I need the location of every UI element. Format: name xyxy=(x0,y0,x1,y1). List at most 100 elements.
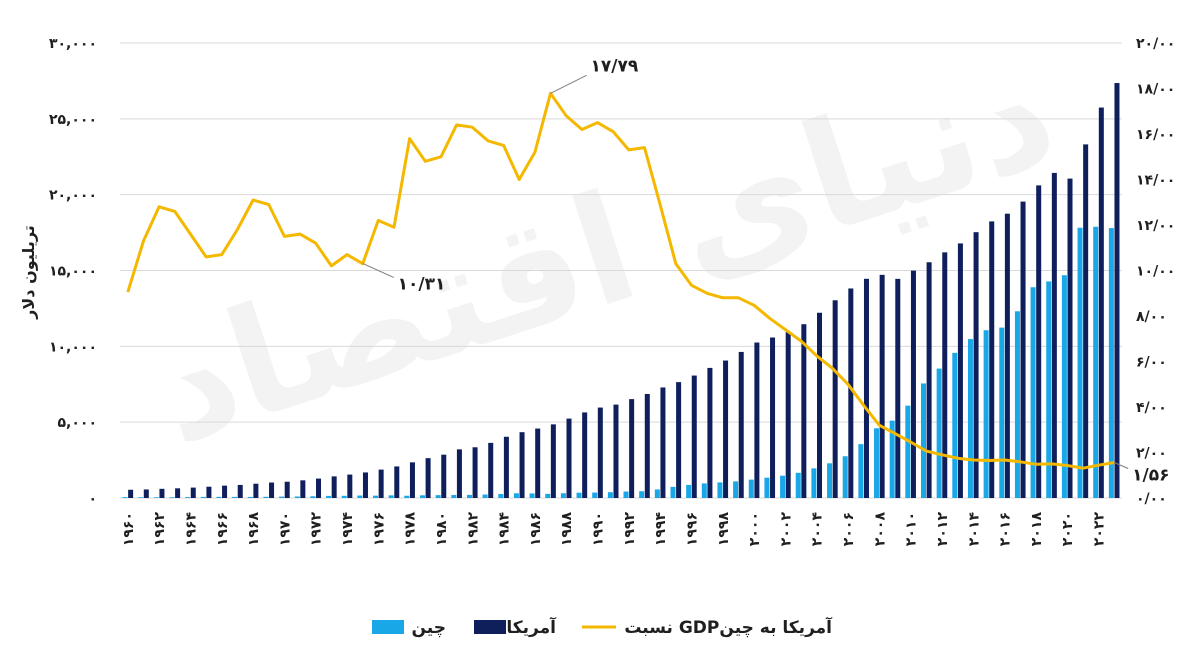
bar-china xyxy=(357,495,363,498)
bar-usa xyxy=(190,487,196,498)
bar-china xyxy=(294,496,300,498)
bar-usa xyxy=(832,300,838,498)
bar-china xyxy=(545,493,551,498)
bar-usa xyxy=(441,454,447,498)
right-tick-label: ۲۰/۰۰ xyxy=(1136,36,1175,52)
bar-china xyxy=(733,481,739,498)
bar-china xyxy=(607,492,613,498)
x-tick-label: ۱۹۷۲ xyxy=(309,512,325,547)
left-tick-label: ۳۰,۰۰۰ xyxy=(49,36,97,52)
bar-usa xyxy=(676,382,682,498)
x-tick-label: ۲۰۱۰ xyxy=(904,512,920,546)
annotation-leader xyxy=(1113,462,1129,469)
bar-usa xyxy=(1004,213,1010,498)
right-tick-label: ۴/۰۰ xyxy=(1136,400,1167,416)
bar-usa xyxy=(222,485,228,498)
bar-usa xyxy=(519,432,525,498)
bar-china xyxy=(482,494,488,498)
bar-usa xyxy=(331,476,337,498)
bar-china xyxy=(889,420,895,498)
bar-china xyxy=(592,492,598,498)
left-tick-label: ۱۵,۰۰۰ xyxy=(49,264,97,280)
bar-usa xyxy=(660,387,666,498)
bar-usa xyxy=(253,483,259,498)
left-tick-label: ۵,۰۰۰ xyxy=(58,415,98,431)
x-tick-label: ۱۹۷۴ xyxy=(340,512,356,547)
right-tick-label: ۸/۰۰ xyxy=(1136,309,1167,325)
x-tick-label: ۲۰۱۲ xyxy=(935,512,951,547)
annotation-leader xyxy=(550,74,587,94)
bar-china xyxy=(404,495,410,498)
bar-china xyxy=(952,352,958,498)
bar-china xyxy=(1046,281,1052,498)
bar-usa xyxy=(175,488,181,498)
x-tick-label: ۱۹۹۸ xyxy=(716,512,732,547)
line-series xyxy=(126,91,1115,470)
bar-usa xyxy=(957,243,963,498)
right-tick-label: ۱۰/۰۰ xyxy=(1136,264,1175,280)
x-tick-label: ۱۹۹۲ xyxy=(622,512,638,547)
bar-usa xyxy=(409,462,415,498)
left-tick-label: ۱۰,۰۰۰ xyxy=(49,339,97,355)
bar-usa xyxy=(629,399,635,498)
bar-usa xyxy=(488,442,494,498)
left-tick-label: ۲۵,۰۰۰ xyxy=(49,112,97,128)
grid-lines xyxy=(120,42,1122,499)
bar-usa xyxy=(989,221,995,499)
x-tick-label: ۱۹۸۴ xyxy=(497,512,513,547)
bar-china xyxy=(1030,287,1036,498)
bar-usa xyxy=(566,418,572,498)
x-tick-label: ۲۰۰۴ xyxy=(810,512,826,547)
bar-china xyxy=(1077,227,1083,499)
bar-usa xyxy=(1051,172,1057,498)
bar-china xyxy=(466,494,472,498)
x-tick-label: ۱۹۹۴ xyxy=(653,512,669,547)
bar-china xyxy=(388,495,394,498)
x-tick-label: ۱۹۶۸ xyxy=(246,512,262,547)
x-tick-label: ۱۹۷۰ xyxy=(277,512,293,546)
right-tick-label: ۰/۰۰ xyxy=(1136,491,1167,507)
bar-usa xyxy=(269,482,275,498)
bar-china xyxy=(764,477,770,498)
bar-usa xyxy=(347,474,353,498)
bar-usa xyxy=(942,252,948,498)
x-tick-label: ۲۰۰۲ xyxy=(778,512,794,547)
bar-usa xyxy=(284,481,290,498)
bar-china xyxy=(247,496,253,498)
bar-china xyxy=(435,495,441,498)
annotation-label: ۱۰/۳۱ xyxy=(398,274,446,294)
bar-china xyxy=(513,493,519,498)
bar-china xyxy=(263,496,269,498)
left-tick-label: ۰ xyxy=(88,491,97,507)
bar-usa xyxy=(1020,201,1026,498)
x-tick-label: ۲۰۰۰ xyxy=(747,512,763,546)
ratio-line xyxy=(126,91,1115,470)
bar-china xyxy=(310,496,316,498)
bar-usa xyxy=(472,447,478,498)
bar-china xyxy=(1061,275,1067,498)
x-tick-label: ۱۹۸۰ xyxy=(434,512,450,546)
bar-usa xyxy=(597,407,603,498)
bar-china xyxy=(874,428,880,498)
x-tick-label: ۱۹۶۲ xyxy=(152,512,168,547)
bar-china xyxy=(686,484,692,498)
bar-china xyxy=(169,497,175,498)
bar-usa xyxy=(1114,83,1120,498)
bar-usa xyxy=(879,274,885,498)
x-axis: ۱۹۶۰ ۱۹۶۲ ۱۹۶۴ ۱۹۶۶ ۱۹۶۸ ۱۹۷۰ ۱۹۷۲ ۱۹۷۴ ۱۹۷۶ ۱۹۷۸… xyxy=(121,512,1108,547)
bar-usa xyxy=(863,278,869,498)
bar-usa xyxy=(754,342,760,498)
bar-series xyxy=(122,83,1120,499)
bar-china xyxy=(200,496,206,498)
bar-usa xyxy=(582,412,588,498)
bar-china xyxy=(999,327,1005,498)
bar-usa xyxy=(535,428,541,498)
bar-usa xyxy=(159,488,165,498)
bar-usa xyxy=(1098,107,1104,499)
bar-china xyxy=(560,493,566,498)
bar-china xyxy=(216,496,222,498)
annotation-leader xyxy=(362,262,394,278)
bar-usa xyxy=(848,288,854,498)
bar-china xyxy=(326,495,332,498)
legend-swatch-bar xyxy=(372,620,404,634)
